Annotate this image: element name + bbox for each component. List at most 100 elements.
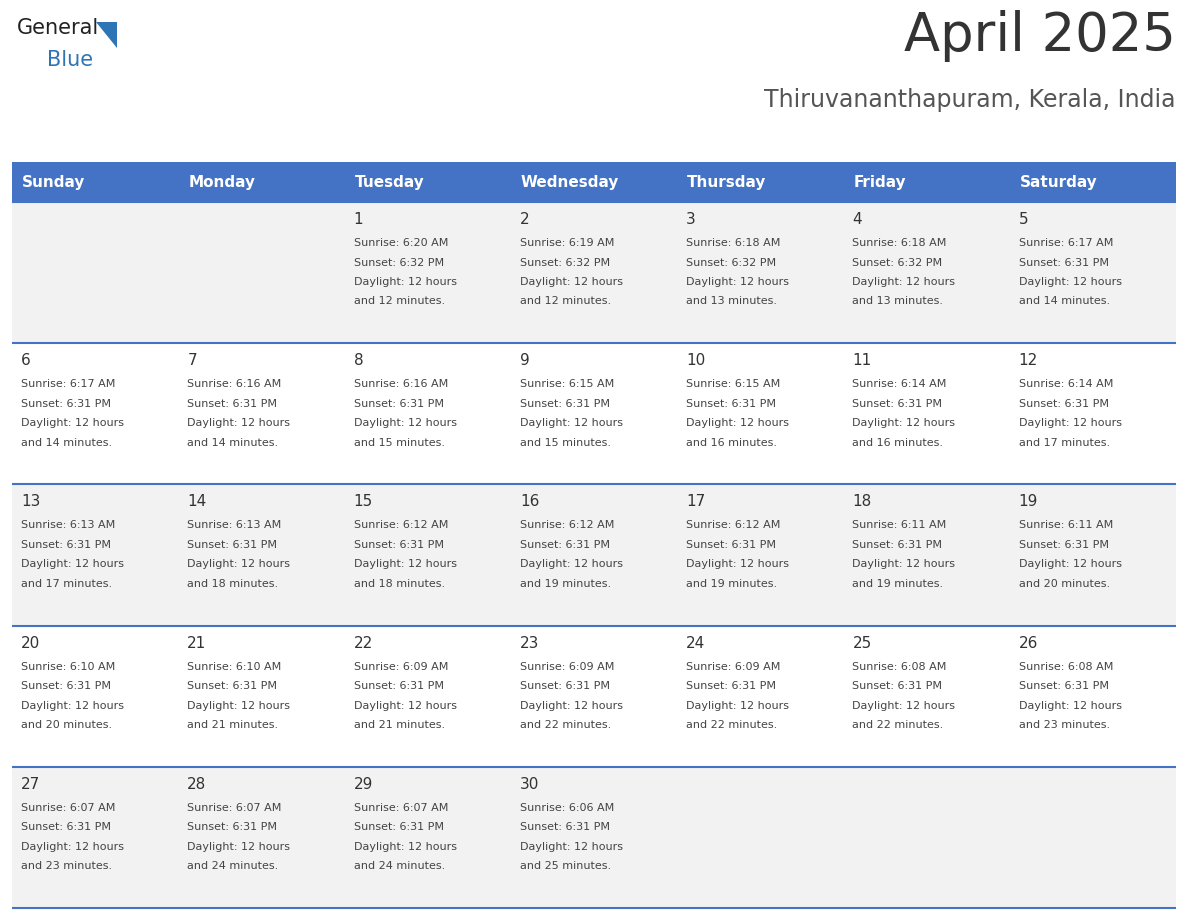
Text: Daylight: 12 hours: Daylight: 12 hours [188, 700, 290, 711]
Text: Sunrise: 6:09 AM: Sunrise: 6:09 AM [687, 662, 781, 672]
Text: Tuesday: Tuesday [354, 174, 424, 189]
Text: Sunrise: 6:07 AM: Sunrise: 6:07 AM [188, 803, 282, 812]
Text: Thursday: Thursday [687, 174, 766, 189]
Text: and 23 minutes.: and 23 minutes. [21, 861, 112, 871]
Text: Sunrise: 6:11 AM: Sunrise: 6:11 AM [853, 521, 947, 531]
Text: Daylight: 12 hours: Daylight: 12 hours [520, 700, 623, 711]
Text: 28: 28 [188, 777, 207, 792]
Text: 23: 23 [520, 635, 539, 651]
Text: Blue: Blue [48, 50, 93, 70]
Text: Daylight: 12 hours: Daylight: 12 hours [853, 277, 955, 287]
Text: 20: 20 [21, 635, 40, 651]
Text: Sunset: 6:31 PM: Sunset: 6:31 PM [853, 398, 942, 409]
Text: Sunrise: 6:09 AM: Sunrise: 6:09 AM [354, 662, 448, 672]
Text: and 20 minutes.: and 20 minutes. [21, 720, 112, 730]
Text: Sunday: Sunday [23, 174, 86, 189]
Text: Sunrise: 6:13 AM: Sunrise: 6:13 AM [188, 521, 282, 531]
Text: 21: 21 [188, 635, 207, 651]
Text: 12: 12 [1019, 353, 1038, 368]
Text: and 13 minutes.: and 13 minutes. [853, 297, 943, 307]
Text: Daylight: 12 hours: Daylight: 12 hours [21, 842, 124, 852]
Text: Daylight: 12 hours: Daylight: 12 hours [520, 842, 623, 852]
Text: Wednesday: Wednesday [520, 174, 619, 189]
Text: and 21 minutes.: and 21 minutes. [188, 720, 278, 730]
Text: Daylight: 12 hours: Daylight: 12 hours [520, 419, 623, 428]
Text: Sunset: 6:31 PM: Sunset: 6:31 PM [853, 681, 942, 691]
Text: Daylight: 12 hours: Daylight: 12 hours [687, 559, 789, 569]
Text: 27: 27 [21, 777, 40, 792]
Text: Daylight: 12 hours: Daylight: 12 hours [687, 419, 789, 428]
Text: April 2025: April 2025 [904, 10, 1176, 62]
Text: 18: 18 [853, 495, 872, 509]
Text: and 20 minutes.: and 20 minutes. [1019, 579, 1110, 589]
Text: 10: 10 [687, 353, 706, 368]
Text: Sunrise: 6:16 AM: Sunrise: 6:16 AM [188, 379, 282, 389]
Text: Sunrise: 6:20 AM: Sunrise: 6:20 AM [354, 238, 448, 248]
Text: Sunrise: 6:16 AM: Sunrise: 6:16 AM [354, 379, 448, 389]
Text: 8: 8 [354, 353, 364, 368]
Bar [12, 767, 1176, 908]
Text: Sunset: 6:31 PM: Sunset: 6:31 PM [687, 681, 776, 691]
Text: 2: 2 [520, 212, 530, 227]
Text: Daylight: 12 hours: Daylight: 12 hours [21, 419, 124, 428]
Text: and 12 minutes.: and 12 minutes. [354, 297, 444, 307]
Text: and 22 minutes.: and 22 minutes. [853, 720, 943, 730]
Text: Sunrise: 6:17 AM: Sunrise: 6:17 AM [21, 379, 115, 389]
Text: Daylight: 12 hours: Daylight: 12 hours [853, 419, 955, 428]
Text: and 23 minutes.: and 23 minutes. [1019, 720, 1110, 730]
Text: 29: 29 [354, 777, 373, 792]
Text: Daylight: 12 hours: Daylight: 12 hours [853, 700, 955, 711]
Text: Daylight: 12 hours: Daylight: 12 hours [1019, 419, 1121, 428]
Text: Sunrise: 6:10 AM: Sunrise: 6:10 AM [21, 662, 115, 672]
Text: Sunrise: 6:07 AM: Sunrise: 6:07 AM [21, 803, 115, 812]
Text: Sunset: 6:31 PM: Sunset: 6:31 PM [188, 540, 277, 550]
Text: Saturday: Saturday [1019, 174, 1098, 189]
Text: 13: 13 [21, 495, 40, 509]
Text: Daylight: 12 hours: Daylight: 12 hours [354, 277, 456, 287]
Text: Sunset: 6:31 PM: Sunset: 6:31 PM [520, 540, 609, 550]
Text: 14: 14 [188, 495, 207, 509]
Bar [12, 625, 1176, 767]
Text: Sunrise: 6:14 AM: Sunrise: 6:14 AM [853, 379, 947, 389]
Text: Sunset: 6:31 PM: Sunset: 6:31 PM [21, 540, 110, 550]
Text: 6: 6 [21, 353, 31, 368]
Text: Sunset: 6:31 PM: Sunset: 6:31 PM [188, 398, 277, 409]
Text: Sunrise: 6:15 AM: Sunrise: 6:15 AM [687, 379, 781, 389]
Text: Sunset: 6:31 PM: Sunset: 6:31 PM [21, 398, 110, 409]
Text: 15: 15 [354, 495, 373, 509]
Text: Sunrise: 6:12 AM: Sunrise: 6:12 AM [520, 521, 614, 531]
Text: Daylight: 12 hours: Daylight: 12 hours [853, 559, 955, 569]
Text: and 22 minutes.: and 22 minutes. [687, 720, 777, 730]
Bar [12, 162, 1176, 202]
Text: Sunset: 6:31 PM: Sunset: 6:31 PM [354, 681, 443, 691]
Text: Sunset: 6:32 PM: Sunset: 6:32 PM [354, 258, 443, 267]
Text: and 17 minutes.: and 17 minutes. [1019, 438, 1110, 448]
Text: Daylight: 12 hours: Daylight: 12 hours [188, 419, 290, 428]
Text: 19: 19 [1019, 495, 1038, 509]
Text: Sunset: 6:31 PM: Sunset: 6:31 PM [354, 398, 443, 409]
Text: 9: 9 [520, 353, 530, 368]
Text: Sunset: 6:31 PM: Sunset: 6:31 PM [1019, 681, 1108, 691]
Text: Daylight: 12 hours: Daylight: 12 hours [1019, 559, 1121, 569]
Text: Daylight: 12 hours: Daylight: 12 hours [1019, 277, 1121, 287]
Text: Sunset: 6:31 PM: Sunset: 6:31 PM [188, 823, 277, 833]
Text: and 22 minutes.: and 22 minutes. [520, 720, 611, 730]
Text: Sunrise: 6:08 AM: Sunrise: 6:08 AM [1019, 662, 1113, 672]
Text: 16: 16 [520, 495, 539, 509]
Text: and 24 minutes.: and 24 minutes. [188, 861, 278, 871]
Text: 30: 30 [520, 777, 539, 792]
Text: 11: 11 [853, 353, 872, 368]
Text: Daylight: 12 hours: Daylight: 12 hours [687, 700, 789, 711]
Text: Daylight: 12 hours: Daylight: 12 hours [354, 419, 456, 428]
Text: Sunrise: 6:10 AM: Sunrise: 6:10 AM [188, 662, 282, 672]
Text: Sunset: 6:32 PM: Sunset: 6:32 PM [520, 258, 609, 267]
Text: and 24 minutes.: and 24 minutes. [354, 861, 444, 871]
Text: Daylight: 12 hours: Daylight: 12 hours [520, 277, 623, 287]
Text: and 21 minutes.: and 21 minutes. [354, 720, 444, 730]
Text: 7: 7 [188, 353, 197, 368]
Text: 3: 3 [687, 212, 696, 227]
Text: and 14 minutes.: and 14 minutes. [1019, 297, 1110, 307]
Text: Sunrise: 6:13 AM: Sunrise: 6:13 AM [21, 521, 115, 531]
Text: Sunrise: 6:06 AM: Sunrise: 6:06 AM [520, 803, 614, 812]
Text: Sunset: 6:31 PM: Sunset: 6:31 PM [520, 823, 609, 833]
